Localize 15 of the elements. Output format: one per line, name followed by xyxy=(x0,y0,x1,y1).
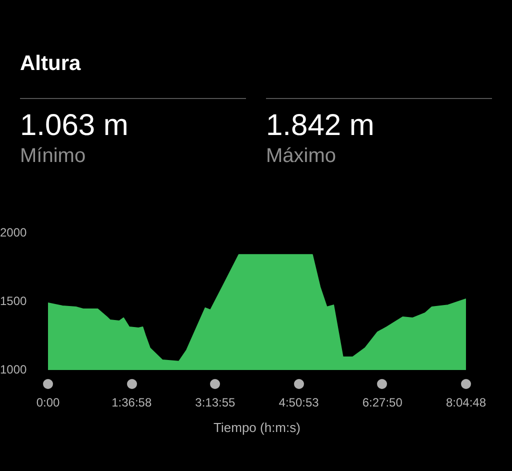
text: Mínimo xyxy=(20,145,87,168)
y-tick-label: 1500 xyxy=(0,294,28,308)
x-tick-label: 1:36:58 xyxy=(112,396,152,410)
x-tick-label: 0:00 xyxy=(36,396,60,410)
text: 1.842 m xyxy=(266,109,376,143)
text: Máximo xyxy=(266,145,338,168)
chart-title: Altura xyxy=(20,52,81,76)
x-tick-label: 4:50:53 xyxy=(278,396,320,410)
y-tick-label: 2000 xyxy=(0,225,28,240)
x-tick-label: 8:04:48 xyxy=(446,396,486,410)
x-tick-label: 6:27:50 xyxy=(362,396,403,410)
y-tick-label: 1000 xyxy=(0,362,28,376)
x-axis-title: Tiempo (h:m:s) xyxy=(214,420,300,435)
x-tick-label: 3:13:55 xyxy=(195,396,236,410)
text: 1.063 m xyxy=(20,109,130,143)
